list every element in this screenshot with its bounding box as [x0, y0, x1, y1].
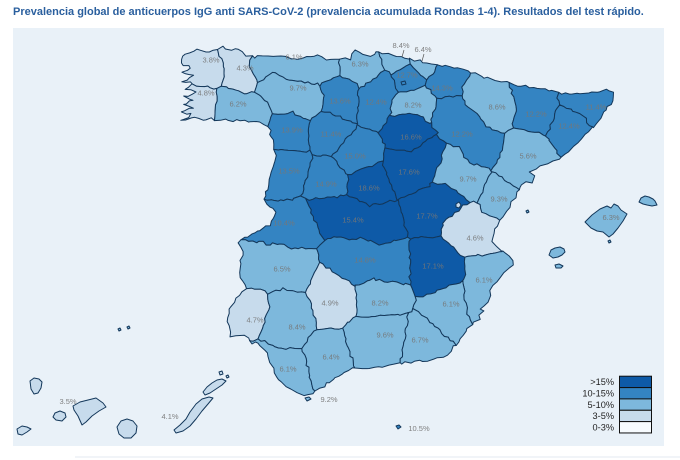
svg-text:3-5%: 3-5%	[593, 411, 614, 421]
svg-text:12.4%: 12.4%	[365, 98, 387, 107]
svg-text:16.6%: 16.6%	[400, 133, 422, 142]
svg-text:4.7%: 4.7%	[246, 316, 263, 325]
svg-text:10-15%: 10-15%	[582, 388, 614, 398]
svg-text:6.3%: 6.3%	[351, 60, 368, 69]
svg-text:3.8%: 3.8%	[202, 56, 219, 65]
svg-text:9.7%: 9.7%	[459, 175, 476, 184]
svg-text:11.4%: 11.4%	[321, 130, 342, 139]
svg-text:6.7%: 6.7%	[411, 336, 428, 345]
svg-text:17.6%: 17.6%	[398, 168, 420, 177]
svg-text:10.4%: 10.4%	[273, 219, 295, 228]
svg-text:8.2%: 8.2%	[371, 299, 388, 308]
svg-text:6.1%: 6.1%	[475, 276, 492, 285]
svg-text:8.6%: 8.6%	[488, 103, 505, 112]
svg-text:4.9%: 4.9%	[321, 299, 338, 308]
svg-text:4.3%: 4.3%	[236, 64, 253, 73]
svg-text:0-3%: 0-3%	[593, 423, 614, 433]
svg-text:12.2%: 12.2%	[451, 130, 473, 139]
svg-text:12.4%: 12.4%	[558, 122, 580, 131]
svg-text:3.5%: 3.5%	[59, 397, 76, 406]
svg-text:15.4%: 15.4%	[342, 216, 364, 225]
svg-text:8.4%: 8.4%	[288, 323, 305, 332]
svg-text:8.2%: 8.2%	[404, 101, 421, 110]
svg-text:9.3%: 9.3%	[490, 195, 507, 204]
svg-text:17.7%: 17.7%	[416, 212, 438, 221]
svg-text:12.2%: 12.2%	[525, 110, 547, 119]
svg-text:14.3%: 14.3%	[431, 84, 453, 93]
svg-text:6.3%: 6.3%	[602, 213, 619, 222]
svg-text:10.5%: 10.5%	[408, 424, 430, 433]
svg-text:6.5%: 6.5%	[273, 265, 290, 274]
svg-text:14.9%: 14.9%	[315, 180, 337, 189]
svg-text:13.9%: 13.9%	[281, 126, 303, 135]
svg-text:15.0%: 15.0%	[344, 152, 366, 161]
svg-text:6.4%: 6.4%	[322, 353, 339, 362]
svg-text:9.6%: 9.6%	[376, 331, 393, 340]
svg-text:5.6%: 5.6%	[519, 152, 536, 161]
svg-text:6.1%: 6.1%	[279, 365, 296, 374]
svg-text:9.2%: 9.2%	[320, 395, 337, 404]
svg-text:14.8%: 14.8%	[354, 256, 376, 265]
svg-text:13.5%: 13.5%	[278, 167, 300, 176]
svg-text:18.6%: 18.6%	[358, 184, 380, 193]
svg-text:4.6%: 4.6%	[466, 234, 483, 243]
svg-text:12.7%: 12.7%	[396, 71, 418, 80]
svg-text:13.6%: 13.6%	[329, 97, 351, 106]
svg-text:>15%: >15%	[590, 377, 614, 387]
svg-text:6.1%: 6.1%	[442, 300, 459, 309]
svg-text:4.1%: 4.1%	[161, 412, 178, 421]
svg-text:11.4%: 11.4%	[586, 103, 607, 112]
svg-text:9.7%: 9.7%	[289, 84, 306, 93]
svg-text:5-10%: 5-10%	[587, 400, 614, 410]
svg-text:8.4%: 8.4%	[392, 41, 409, 50]
svg-text:6.4%: 6.4%	[414, 45, 431, 54]
svg-text:17.1%: 17.1%	[422, 262, 444, 271]
svg-text:6.2%: 6.2%	[229, 100, 246, 109]
svg-text:4.8%: 4.8%	[197, 89, 214, 98]
svg-text:6.1%: 6.1%	[285, 53, 302, 62]
